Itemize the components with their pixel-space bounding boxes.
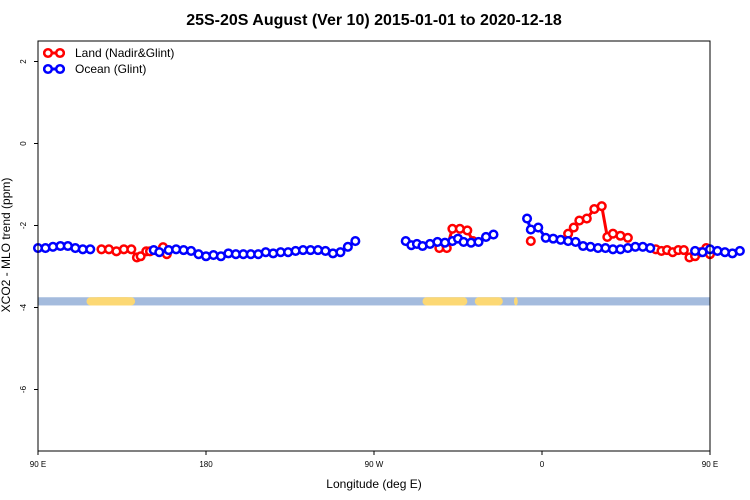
y-axis-label: XCO2 - MLO trend (ppm) [0, 178, 13, 313]
data-point [678, 245, 689, 256]
legend-label: Ocean (Glint) [75, 62, 146, 76]
y-tick-label: 2 [19, 59, 28, 64]
data-point [734, 245, 745, 256]
data-point [462, 225, 473, 236]
legend-item: Land (Nadir&Glint) [42, 46, 174, 60]
data-point [533, 222, 544, 233]
data-point [596, 201, 607, 212]
y-axis: 2 0 -2 -4 -6 [19, 59, 38, 393]
legend-marker [42, 63, 54, 75]
data-point [85, 244, 96, 255]
legend: Land (Nadir&Glint) Ocean (Glint) [42, 46, 174, 76]
y-tick-label: -4 [19, 303, 28, 311]
y-tick-label: -6 [19, 385, 28, 393]
series-1 [32, 213, 745, 262]
x-axis: 90 E 180 90 W 0 90 E [30, 451, 718, 469]
data-point [525, 236, 536, 247]
land-band [514, 297, 518, 306]
legend-marker [54, 63, 66, 75]
legend-marker [54, 47, 66, 59]
x-tick-label: 90 E [702, 460, 718, 469]
x-tick-label: 0 [540, 460, 545, 469]
x-tick-label: 90 E [30, 460, 46, 469]
land-band [422, 297, 468, 306]
data-point [568, 222, 579, 233]
land-band [94, 297, 132, 306]
data-point [645, 243, 656, 254]
ocean-band [38, 297, 710, 306]
legend-label: Land (Nadir&Glint) [75, 46, 174, 60]
land-ocean-strip [38, 297, 710, 306]
legend-item: Ocean (Glint) [42, 62, 146, 76]
series-layer [32, 201, 745, 263]
y-tick-label: -2 [19, 221, 28, 229]
y-tick-label: 0 [19, 141, 28, 146]
x-tick-label: 90 W [365, 460, 384, 469]
data-point [488, 229, 499, 240]
x-tick-label: 180 [199, 460, 213, 469]
x-axis-label: Longitude (deg E) [326, 477, 421, 491]
data-point [473, 236, 484, 247]
data-point [335, 247, 346, 258]
legend-marker [42, 47, 54, 59]
data-point [622, 232, 633, 243]
data-point [522, 213, 533, 224]
data-point [342, 241, 353, 252]
land-band [474, 297, 503, 306]
data-point [350, 236, 361, 247]
data-point [154, 247, 165, 258]
data-point [570, 236, 581, 247]
chart-title: 25S-20S August (Ver 10) 2015-01-01 to 20… [186, 12, 562, 29]
data-point [126, 244, 137, 255]
data-point [581, 213, 592, 224]
